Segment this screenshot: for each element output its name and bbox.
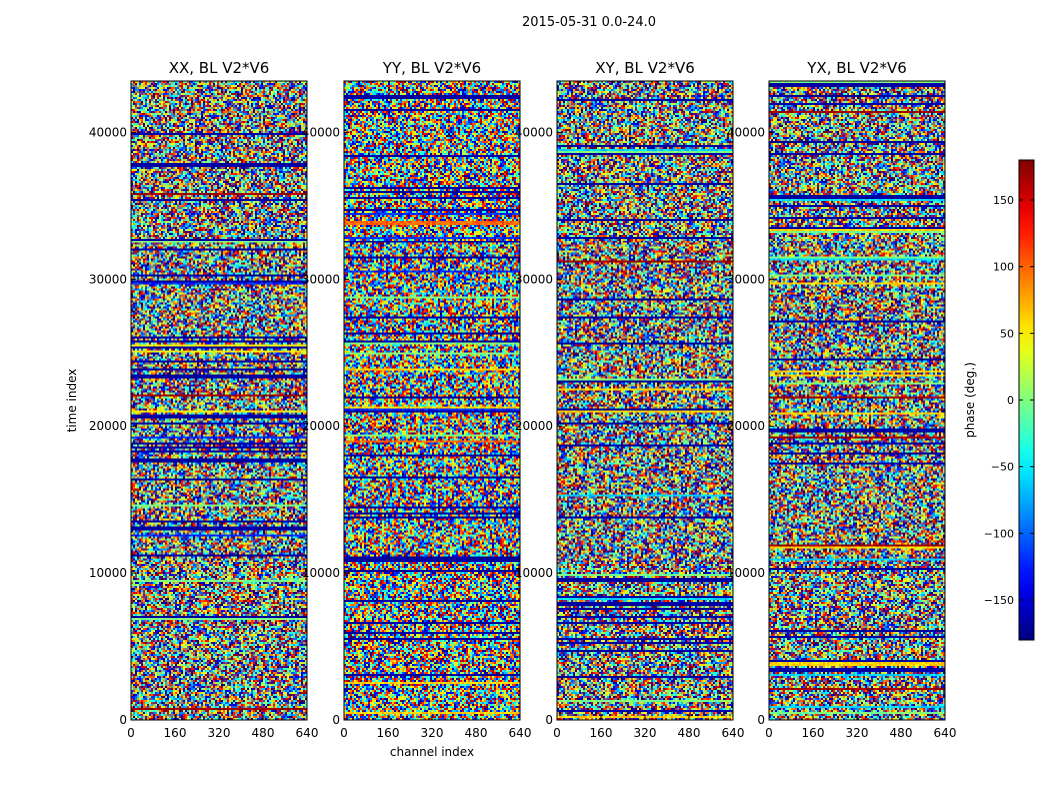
x-tick-label: 160 <box>377 726 400 740</box>
y-tick-label: 20000 <box>302 419 340 433</box>
y-tick-label: 20000 <box>727 419 765 433</box>
panel-title: YY, BL V2*V6 <box>382 59 481 77</box>
x-tick-label: 480 <box>252 726 275 740</box>
figure-suptitle: 2015-05-31 0.0-24.0 <box>522 15 656 30</box>
y-tick-label: 20000 <box>89 419 127 433</box>
x-axis-label: channel index <box>390 745 474 759</box>
x-tick-label: 160 <box>590 726 613 740</box>
x-tick-label: 0 <box>127 726 135 740</box>
y-tick-label: 30000 <box>302 272 340 286</box>
heatmap-raster <box>344 81 520 720</box>
y-tick-label: 40000 <box>515 125 553 139</box>
y-tick-label: 0 <box>119 713 127 727</box>
x-tick-label: 480 <box>678 726 701 740</box>
y-tick-label: 40000 <box>302 125 340 139</box>
y-tick-label: 30000 <box>727 272 765 286</box>
colorbar-tick-label: 0 <box>1007 394 1014 407</box>
heatmap-raster <box>769 81 945 720</box>
x-tick-label: 0 <box>765 726 773 740</box>
y-tick-label: 30000 <box>89 272 127 286</box>
x-tick-label: 0 <box>553 726 561 740</box>
heatmap-raster <box>131 81 307 720</box>
y-tick-label: 30000 <box>515 272 553 286</box>
panel-2: YY, BL V2*V6 0 160 320 480 640 0 10000 20000 3000… <box>302 59 532 759</box>
x-tick-label: 480 <box>465 726 488 740</box>
colorbar-tick-label: 150 <box>993 194 1014 207</box>
y-tick-label: 10000 <box>515 566 553 580</box>
colorbar-tick-label: 100 <box>993 261 1014 274</box>
y-tick-label: 0 <box>545 713 553 727</box>
colorbar-tick-label: −100 <box>984 527 1014 540</box>
x-tick-label: 320 <box>421 726 444 740</box>
panel-1: XX, BL V2*V6 0 160 320 480 640 0 10000 20000 3000… <box>65 59 318 740</box>
x-tick-label: 0 <box>340 726 348 740</box>
panel-title: XX, BL V2*V6 <box>169 59 270 77</box>
panel-4: YX, BL V2*V6 0 160 320 480 640 0 10000 20000 3000… <box>727 59 957 740</box>
panel-title: XY, BL V2*V6 <box>595 59 695 77</box>
x-tick-label: 640 <box>722 726 745 740</box>
colorbar-tick-label: −50 <box>991 461 1014 474</box>
panel-title: YX, BL V2*V6 <box>806 59 907 77</box>
x-tick-label: 320 <box>634 726 657 740</box>
x-tick-label: 160 <box>164 726 187 740</box>
x-tick-label: 480 <box>890 726 913 740</box>
heatmap-raster <box>557 81 733 720</box>
heatmap-panels: XX, BL V2*V6 0 160 320 480 640 0 10000 20000 3000… <box>65 59 956 759</box>
colorbar-tick-label: −150 <box>984 594 1014 607</box>
y-axis-label: time index <box>65 369 79 433</box>
y-tick-label: 0 <box>757 713 765 727</box>
colorbar-label: phase (deg.) <box>963 362 977 438</box>
x-tick-label: 640 <box>296 726 319 740</box>
x-tick-label: 320 <box>846 726 869 740</box>
y-tick-label: 10000 <box>302 566 340 580</box>
y-tick-label: 40000 <box>89 125 127 139</box>
x-tick-label: 160 <box>802 726 825 740</box>
y-tick-label: 10000 <box>727 566 765 580</box>
x-tick-label: 640 <box>934 726 957 740</box>
y-tick-label: 20000 <box>515 419 553 433</box>
y-tick-label: 40000 <box>727 125 765 139</box>
x-tick-label: 640 <box>509 726 532 740</box>
panel-3: XY, BL V2*V6 0 160 320 480 640 0 10000 20000 3000… <box>515 59 745 740</box>
colorbar: −150 −100 −50 0 50 100 150 phase (deg.) <box>963 159 1035 641</box>
y-tick-label: 10000 <box>89 566 127 580</box>
x-tick-label: 320 <box>208 726 231 740</box>
y-tick-label: 0 <box>332 713 340 727</box>
colorbar-tick-label: 50 <box>1000 327 1014 340</box>
